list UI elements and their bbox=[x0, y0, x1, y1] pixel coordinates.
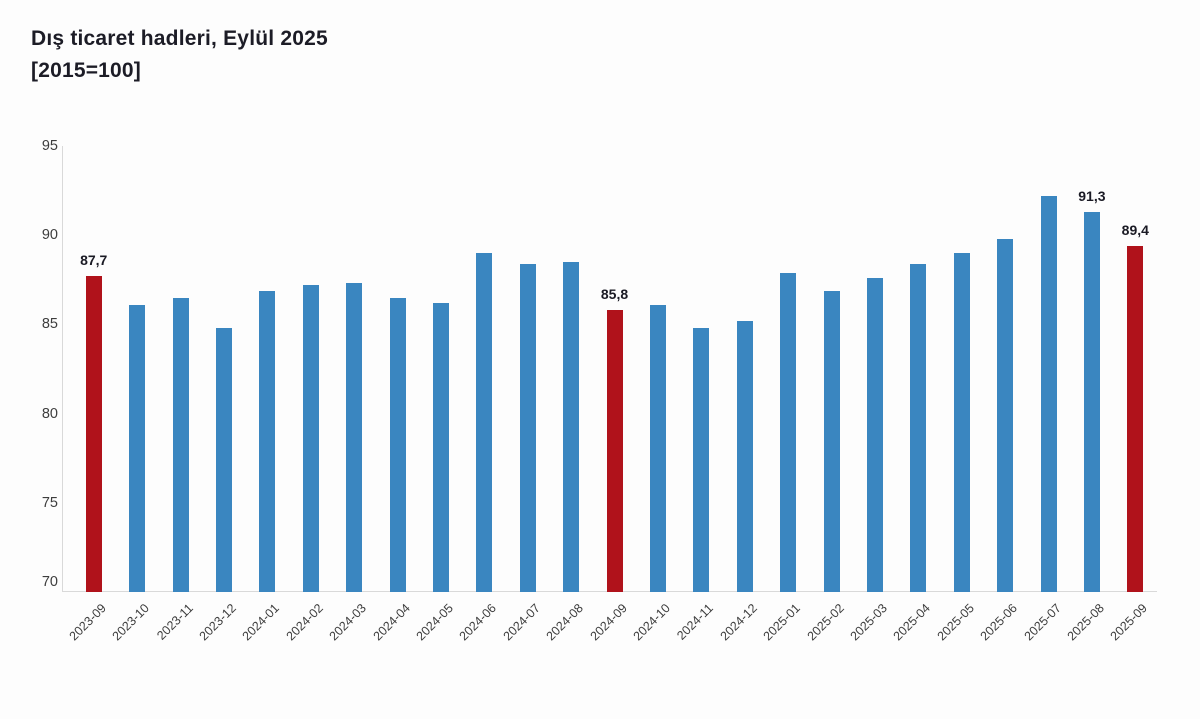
x-axis-label: 2025-07 bbox=[1021, 601, 1064, 644]
bar bbox=[259, 290, 276, 592]
x-axis-label: 2024-02 bbox=[283, 601, 326, 644]
bar bbox=[736, 320, 753, 592]
x-axis-label: 2025-06 bbox=[977, 601, 1020, 644]
bar bbox=[215, 327, 232, 592]
bar bbox=[1040, 195, 1057, 592]
bar-value-label: 85,8 bbox=[600, 286, 629, 303]
y-axis-tick-label: 85 bbox=[41, 316, 58, 333]
y-axis-tick-label: 95 bbox=[41, 138, 58, 154]
bar bbox=[563, 261, 580, 592]
x-axis-label: 2023-11 bbox=[153, 601, 196, 643]
bar bbox=[172, 297, 189, 592]
bar-value-label: 89,4 bbox=[1121, 221, 1149, 238]
bar bbox=[823, 290, 840, 592]
x-axis-label: 2024-01 bbox=[239, 601, 283, 644]
x-axis-label: 2024-03 bbox=[326, 601, 369, 644]
bar bbox=[1083, 212, 1100, 592]
x-axis-label: 2024-10 bbox=[630, 601, 673, 644]
bar bbox=[606, 310, 623, 592]
x-axis-label: 2024-08 bbox=[543, 601, 586, 644]
y-axis-tick-label: 90 bbox=[41, 227, 58, 244]
bar bbox=[476, 253, 493, 592]
bar bbox=[346, 283, 363, 592]
x-axis-label: 2023-12 bbox=[196, 601, 239, 644]
y-axis-tick-label: 70 bbox=[41, 573, 58, 590]
x-axis-label: 2025-05 bbox=[934, 601, 977, 644]
bar bbox=[432, 302, 449, 592]
x-axis-label: 2024-11 bbox=[674, 601, 717, 643]
chart-title: Dış ticaret hadleri, Eylül 2025 bbox=[31, 27, 328, 50]
bar bbox=[997, 238, 1014, 592]
x-axis-label: 2025-04 bbox=[890, 601, 934, 644]
x-axis-label: 2025-09 bbox=[1107, 601, 1151, 644]
bar bbox=[129, 304, 146, 592]
chart-subtitle: [2015=100] bbox=[31, 59, 142, 82]
x-axis-label: 2024-12 bbox=[717, 601, 760, 644]
bar bbox=[389, 297, 406, 592]
bar bbox=[649, 304, 666, 592]
y-axis-tick-label: 80 bbox=[41, 405, 58, 422]
x-axis-label: 2025-02 bbox=[804, 601, 847, 644]
x-axis-label: 2024-07 bbox=[500, 601, 543, 644]
bar bbox=[519, 263, 536, 592]
bar bbox=[953, 253, 970, 592]
x-axis-label: 2023-10 bbox=[109, 601, 152, 644]
bar bbox=[693, 327, 710, 592]
x-axis-label: 2024-06 bbox=[456, 601, 500, 644]
x-axis-label: 2024-05 bbox=[413, 601, 456, 644]
x-axis-label: 2025-03 bbox=[847, 601, 890, 644]
bar bbox=[302, 285, 319, 592]
bar-value-label: 91,3 bbox=[1078, 188, 1106, 204]
x-axis-label: 2024-09 bbox=[587, 601, 630, 644]
x-axis-label: 2025-08 bbox=[1064, 601, 1107, 644]
y-axis-tick-label: 75 bbox=[41, 494, 58, 511]
bar-value-label: 87,7 bbox=[80, 252, 108, 269]
bar bbox=[1127, 245, 1144, 592]
bar bbox=[780, 272, 797, 592]
x-axis-label: 2023-09 bbox=[66, 601, 109, 644]
bar bbox=[85, 276, 102, 592]
bar bbox=[866, 278, 883, 592]
x-axis-label: 2024-04 bbox=[370, 601, 413, 644]
x-axis-label: 2025-01 bbox=[760, 601, 803, 644]
bar bbox=[910, 263, 927, 592]
